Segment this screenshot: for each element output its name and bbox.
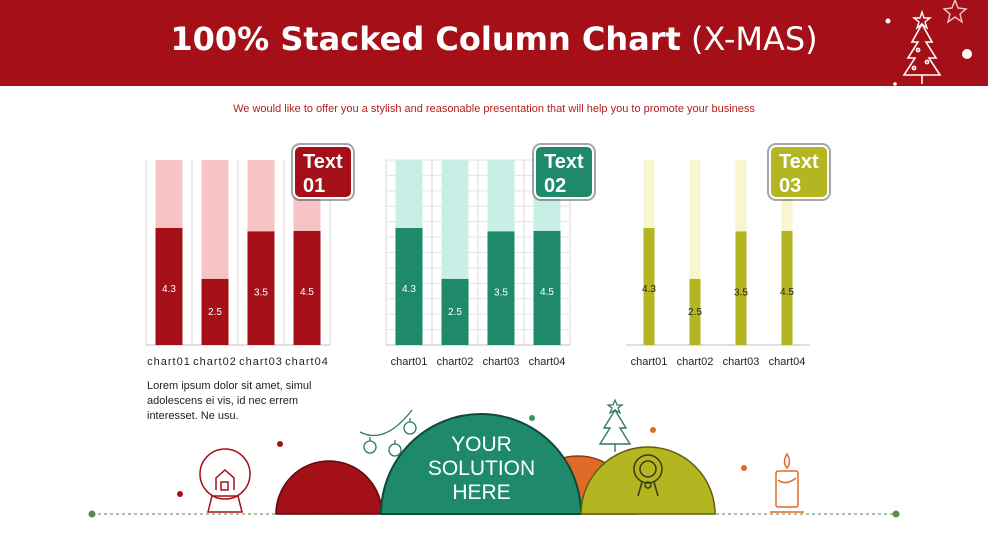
chart-panel-2: 4.3 chart01 2.5 chart02 3.5 chart03 4.5 chart04…	[380, 145, 600, 380]
x-tick-label: chart04	[769, 356, 806, 368]
green-semicircle	[379, 413, 583, 515]
stacked-column-chart-2: 4.3 chart01 2.5 chart02 3.5 chart03 4.5 chart04	[385, 159, 571, 368]
badge-line: 01	[303, 175, 326, 197]
bar-segment-value	[395, 228, 423, 345]
bar-segment-value	[781, 230, 793, 345]
candle-icon	[770, 452, 804, 513]
snow-globe-icon	[199, 448, 251, 513]
data-label: 4.3	[642, 284, 656, 295]
star-icon	[912, 9, 932, 31]
stacked-column-chart-3: 4.3 chart01 2.5 chart02 3.5 chart03 4.5 chart04	[626, 160, 810, 368]
badge-line: Text	[544, 151, 584, 173]
chart-panel-3: 4.3 chart01 2.5 chart02 3.5 chart03 4.5 chart04…	[620, 145, 840, 380]
snow-dot	[650, 427, 656, 433]
solution-text: YOUR SOLUTION HERE	[400, 433, 563, 505]
title-light: (X-MAS)	[691, 20, 818, 58]
page-title: 100% Stacked Column Chart (X-MAS)	[0, 20, 988, 58]
data-label: 2.5	[448, 307, 462, 318]
bar-segment-value	[487, 231, 515, 345]
bar-segment-remainder	[155, 160, 183, 229]
red-semicircle	[275, 460, 383, 515]
x-tick-label: chart04	[529, 356, 566, 368]
olive-semicircle	[580, 446, 716, 515]
bar-segment-remainder	[735, 160, 747, 232]
badge-line: 03	[779, 175, 802, 197]
x-tick-label: chart03	[723, 356, 760, 368]
bar-segment-value	[293, 230, 321, 345]
chart-panel-1: 4.3 chart01 2.5 chart02 3.5 chart03 4.5 chart04…	[140, 145, 360, 380]
bar-segment-value	[643, 228, 655, 345]
data-label: 4.5	[300, 287, 314, 298]
badge-line: Text	[779, 151, 819, 173]
data-label: 4.3	[402, 284, 416, 295]
x-tick-label: chart01	[391, 356, 428, 368]
header-bar	[0, 0, 988, 86]
snow-dot	[962, 49, 972, 59]
solution-line: SOLUTION	[427, 457, 536, 480]
bar-segment-remainder	[247, 160, 275, 232]
snow-dot	[177, 491, 183, 497]
bar-segment-value	[247, 231, 275, 345]
x-tick-label: chart02	[193, 356, 237, 368]
x-tick-label: chart03	[239, 356, 283, 368]
data-label: 3.5	[254, 287, 268, 298]
star-icon	[942, 0, 968, 24]
stacked-column-chart-1: 4.3 chart01 2.5 chart02 3.5 chart03 4.5 chart04	[145, 160, 331, 368]
bar-segment-remainder	[487, 160, 515, 232]
snow-dot	[893, 82, 897, 86]
baseline-end-dot	[892, 510, 900, 518]
bar-segment-remainder	[395, 160, 423, 229]
christmas-tree-icon	[598, 408, 632, 452]
data-label: 2.5	[688, 307, 702, 318]
x-tick-label: chart03	[483, 356, 520, 368]
data-label: 3.5	[734, 287, 748, 298]
snow-dot	[885, 18, 891, 24]
solution-line: HERE	[452, 481, 511, 504]
badge-text-02: Text 02	[534, 145, 594, 199]
x-tick-label: chart02	[437, 356, 474, 368]
snow-dot	[529, 415, 535, 421]
solution-line: YOUR	[451, 433, 512, 456]
subtitle: We would like to offer you a stylish and…	[233, 103, 755, 115]
badge-text-01: Text 01	[293, 145, 353, 199]
bar-segment-value	[689, 278, 701, 345]
bar-segment-value	[201, 278, 229, 345]
bar-segment-value	[735, 231, 747, 345]
x-tick-label: chart02	[677, 356, 714, 368]
data-label: 2.5	[208, 307, 222, 318]
bar-segment-remainder	[689, 160, 701, 279]
x-tick-label: chart01	[147, 356, 191, 368]
data-label: 3.5	[494, 287, 508, 298]
snow-dot	[277, 441, 283, 447]
bar-segment-value	[533, 230, 561, 345]
data-label: 4.5	[780, 287, 794, 298]
bar-segment-value	[441, 278, 469, 345]
badge-line: Text	[303, 151, 343, 173]
christmas-tree-icon	[902, 22, 942, 84]
star-icon	[606, 398, 624, 415]
snow-dot	[741, 465, 747, 471]
baseline-end-dot	[88, 510, 96, 518]
data-label: 4.3	[162, 284, 176, 295]
bar-segment-remainder	[643, 160, 655, 229]
data-label: 4.5	[540, 287, 554, 298]
wreath-icon	[633, 454, 663, 497]
bar-segment-remainder	[201, 160, 229, 279]
badge-line: 02	[544, 175, 567, 197]
bar-segment-value	[155, 228, 183, 345]
x-tick-label: chart04	[285, 356, 329, 368]
x-tick-label: chart01	[631, 356, 668, 368]
badge-text-03: Text 03	[769, 145, 829, 199]
body-text: Lorem ipsum dolor sit amet, simul adoles…	[147, 380, 312, 422]
title-bold: 100% Stacked Column Chart	[170, 20, 681, 58]
ornament-icon	[359, 409, 417, 457]
bar-segment-remainder	[441, 160, 469, 279]
